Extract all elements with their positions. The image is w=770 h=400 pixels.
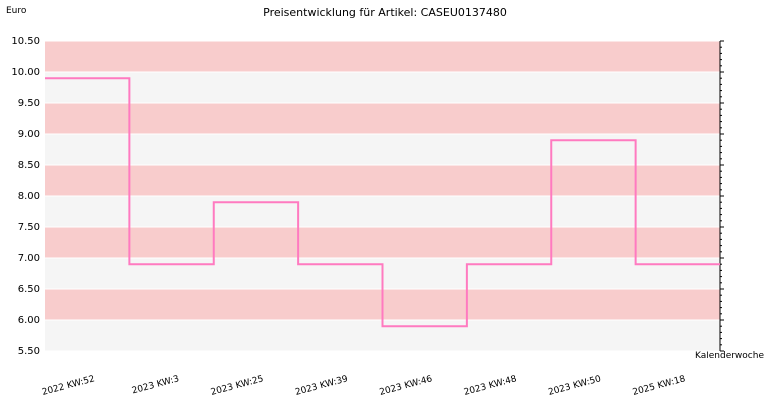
- chart-title: Preisentwicklung für Artikel: CASEU01374…: [263, 6, 507, 19]
- y-tick-label: 9.00: [18, 129, 40, 140]
- y-tick-label: 8.50: [18, 160, 40, 171]
- grid-band: [45, 103, 720, 134]
- grid-band: [45, 41, 720, 72]
- x-tick-label: 2023 KW:46: [379, 374, 434, 398]
- y-tick-label: 6.50: [18, 284, 40, 295]
- x-tick-label: 2023 KW:3: [131, 374, 180, 396]
- x-tick-label: 2022 KW:52: [41, 374, 96, 398]
- grid-band: [45, 227, 720, 258]
- y-tick-label: 10.50: [11, 36, 40, 47]
- y-tick-label: 7.50: [18, 222, 40, 233]
- x-tick-label: 2025 KW:18: [632, 374, 687, 398]
- grid-band: [45, 134, 720, 165]
- y-tick-label: 7.00: [18, 253, 40, 264]
- price-step-line: [45, 77, 720, 328]
- x-tick-label: 2023 KW:50: [547, 374, 602, 398]
- y-tick-label: 9.50: [18, 98, 40, 109]
- y-tick-label: 6.00: [18, 315, 40, 326]
- x-axis-label: Kalenderwoche: [694, 351, 764, 361]
- y-tick-label: 10.00: [11, 67, 40, 78]
- y-axis-label: Euro: [6, 6, 27, 16]
- grid-band: [45, 72, 720, 103]
- x-tick-label: 2023 KW:25: [210, 374, 265, 398]
- y-tick-label: 8.00: [18, 191, 40, 202]
- grid-band: [45, 196, 720, 227]
- x-tick-label: 2023 KW:48: [463, 374, 518, 398]
- x-tick-label: 2023 KW:39: [294, 374, 349, 398]
- y-tick-label: 5.50: [18, 346, 40, 357]
- grid-band: [45, 165, 720, 196]
